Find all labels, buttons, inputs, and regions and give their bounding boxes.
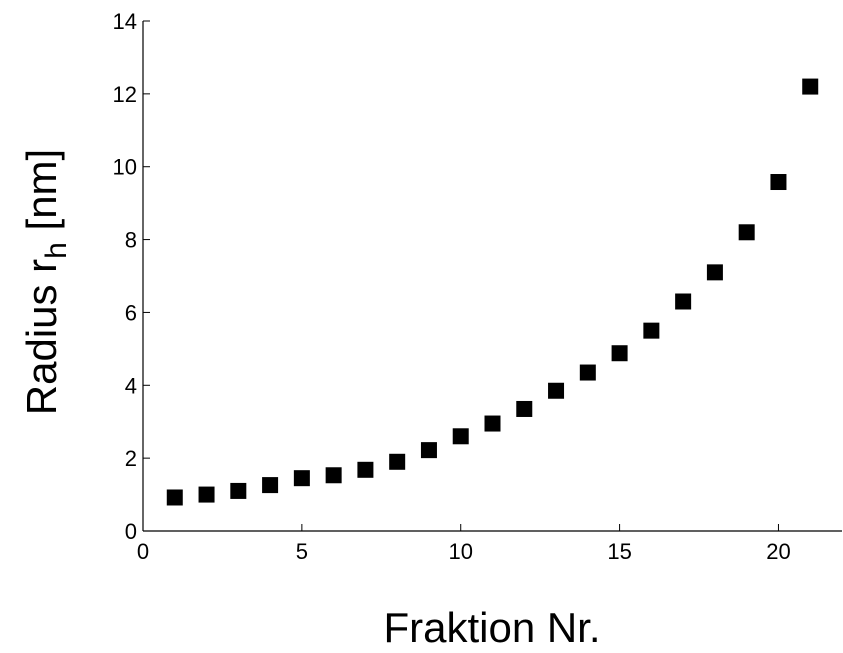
data-point xyxy=(802,78,819,95)
ticks: 0 5 10 15 20 0 2 4 6 8 10 12 14 xyxy=(113,9,791,564)
y-tick-label: 10 xyxy=(113,155,137,180)
data-point xyxy=(675,293,692,310)
y-tick-label: 8 xyxy=(125,228,137,253)
y-tick-label: 14 xyxy=(113,9,137,34)
data-point xyxy=(452,428,469,445)
data-point xyxy=(548,382,565,399)
x-tick-label: 10 xyxy=(448,539,472,564)
data-point xyxy=(579,364,596,381)
x-tick-label: 20 xyxy=(766,539,790,564)
y-axis-label: Radius rh [nm] xyxy=(18,149,73,415)
data-point xyxy=(166,489,183,506)
x-tick-label: 15 xyxy=(607,539,631,564)
y-tick-label: 0 xyxy=(125,519,137,544)
data-point xyxy=(325,467,342,484)
y-axis-label-prefix: Radius r xyxy=(18,259,65,415)
data-point xyxy=(611,345,628,362)
data-point xyxy=(516,400,533,417)
y-axis-label-suffix: [nm] xyxy=(18,149,65,242)
data-point xyxy=(484,415,501,432)
data-point xyxy=(230,482,247,499)
y-tick-label: 2 xyxy=(125,446,137,471)
data-point xyxy=(420,442,437,459)
x-tick-label: 0 xyxy=(137,539,149,564)
data-points xyxy=(166,78,819,506)
data-point xyxy=(198,486,215,503)
data-point xyxy=(262,477,279,494)
data-point xyxy=(643,322,660,339)
x-axis-label: Fraktion Nr. xyxy=(383,604,600,648)
data-point xyxy=(738,224,755,241)
data-point xyxy=(293,470,310,487)
y-tick-label: 12 xyxy=(113,82,137,107)
data-point xyxy=(706,264,723,281)
axes xyxy=(142,21,842,532)
x-tick-label: 5 xyxy=(296,539,308,564)
data-point xyxy=(770,174,787,191)
data-point xyxy=(357,461,374,478)
y-tick-label: 6 xyxy=(125,300,137,325)
y-tick-label: 4 xyxy=(125,373,137,398)
y-axis-label-subscript: h xyxy=(40,242,73,259)
data-point xyxy=(389,453,406,470)
